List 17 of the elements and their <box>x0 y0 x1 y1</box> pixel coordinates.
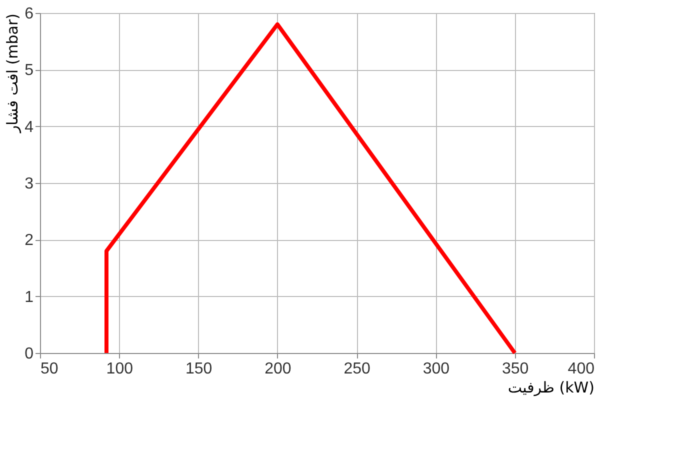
y-tick-label: 1 <box>24 288 34 306</box>
y-tick-label: 2 <box>24 232 34 250</box>
x-tick-label: 100 <box>106 360 134 378</box>
y-tick-label: 3 <box>24 176 34 192</box>
x-tick-label: 300 <box>422 360 450 378</box>
y-tick-label: 0 <box>24 346 34 362</box>
y-tick-label: 5 <box>24 62 34 80</box>
x-tick-label: 350 <box>502 360 529 378</box>
x-tick-label: 250 <box>344 360 371 378</box>
y-axis-title: افت فشار (mbar) <box>4 14 22 134</box>
x-axis-title: ظرفیت (kW) <box>508 378 594 396</box>
x-tick-label: 150 <box>185 360 212 378</box>
y-tick-label: 6 <box>24 6 34 22</box>
y-tick-label: 4 <box>24 118 34 136</box>
x-tick-label: 200 <box>264 360 292 378</box>
x-tick-label: 50 <box>40 360 58 378</box>
x-tick-label: 400 <box>568 360 595 378</box>
